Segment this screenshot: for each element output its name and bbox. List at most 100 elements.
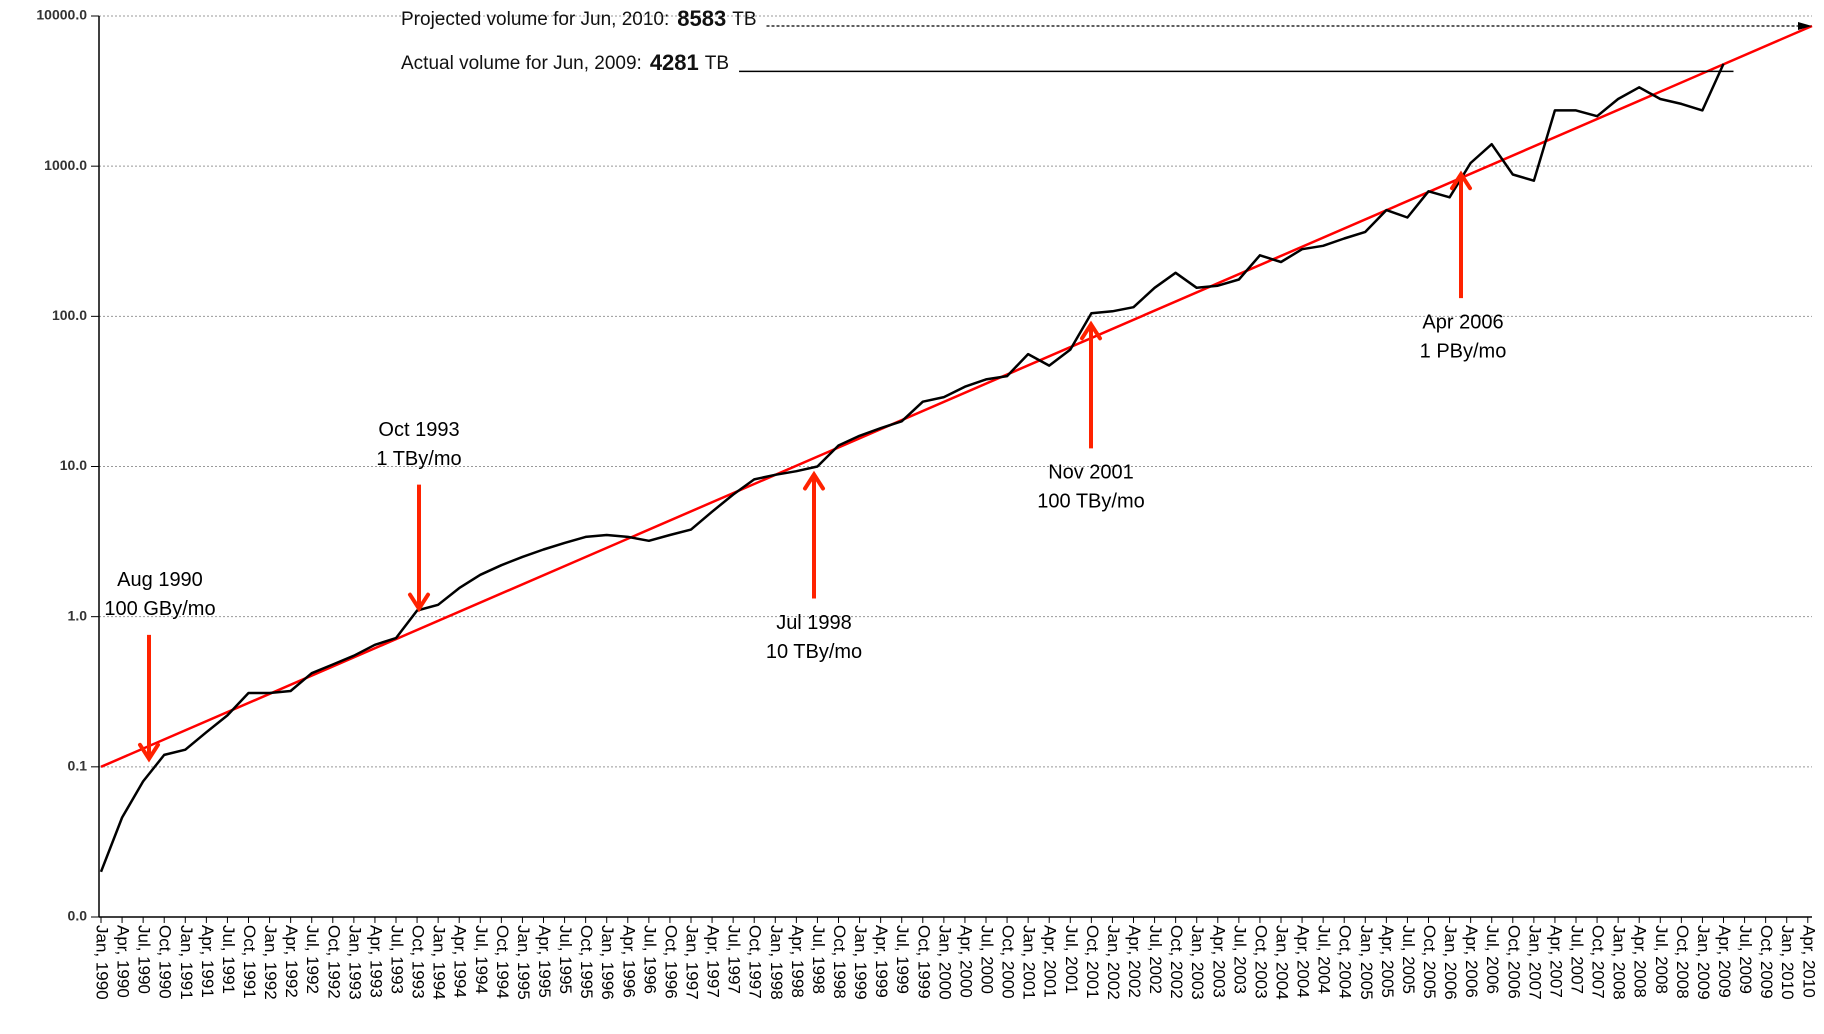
arrow-head bbox=[138, 742, 160, 763]
x-tick-label: Jul, 1994 bbox=[472, 925, 491, 994]
x-tick-label: Jan, 2000 bbox=[935, 925, 954, 1000]
x-tick-label: Apr, 1990 bbox=[114, 925, 133, 998]
x-tick-label: Jan, 2004 bbox=[1273, 925, 1292, 1000]
x-tick-label: Jan, 2010 bbox=[1778, 925, 1797, 1000]
x-tick-label: Apr, 1996 bbox=[619, 925, 638, 998]
x-tick-label: Jan, 2005 bbox=[1357, 925, 1376, 1000]
x-tick-label: Apr, 2000 bbox=[956, 925, 975, 998]
y-tick-label: 10.0 bbox=[60, 457, 87, 473]
x-tick-label: Apr, 1998 bbox=[788, 925, 807, 998]
x-tick-label: Apr, 2004 bbox=[1294, 925, 1313, 998]
x-tick-label: Jul, 2009 bbox=[1736, 925, 1755, 994]
y-tick-label: 100.0 bbox=[52, 307, 87, 323]
x-tick-label: Apr, 1993 bbox=[366, 925, 385, 998]
x-tick-label: Oct, 2009 bbox=[1757, 925, 1776, 999]
x-tick-label: Oct, 2006 bbox=[1504, 925, 1523, 999]
x-tick-label: Oct, 1992 bbox=[324, 925, 343, 999]
x-tick-label: Jan, 1999 bbox=[851, 925, 870, 1000]
x-tick-label: Oct, 1997 bbox=[746, 925, 765, 999]
x-tick-label: Jan, 2007 bbox=[1525, 925, 1544, 1000]
x-tick-label: Oct, 2005 bbox=[1420, 925, 1439, 999]
x-tick-label: Jul, 1997 bbox=[725, 925, 744, 994]
x-tick-label: Apr, 2005 bbox=[1378, 925, 1397, 998]
x-tick-label: Jul, 1992 bbox=[303, 925, 322, 994]
x-tick-label: Oct, 1999 bbox=[914, 925, 933, 999]
x-tick-label: Jul, 1999 bbox=[893, 925, 912, 994]
x-tick-label: Apr, 2010 bbox=[1799, 925, 1818, 998]
x-tick-label: Jan, 2001 bbox=[1020, 925, 1039, 1000]
arrow-label: 1 TBy/mo bbox=[376, 448, 461, 470]
x-tick-label: Jan, 2003 bbox=[1188, 925, 1207, 1000]
x-tick-label: Oct, 1996 bbox=[661, 925, 680, 999]
x-tick-label: Oct, 2000 bbox=[999, 925, 1018, 999]
x-tick-label: Jan, 1990 bbox=[93, 925, 112, 1000]
x-tick-label: Apr, 2006 bbox=[1462, 925, 1481, 998]
x-tick-label: Jan, 1995 bbox=[514, 925, 533, 1000]
arrow-label: Aug 1990 bbox=[117, 569, 203, 591]
x-tick-label: Jul, 2001 bbox=[1062, 925, 1081, 994]
annotation: Actual volume for Jun, 2009: 4281 TB bbox=[401, 50, 729, 75]
arrow-label: Jul 1998 bbox=[776, 612, 852, 634]
annotation-text: Projected volume for Jun, 2010: bbox=[401, 9, 669, 30]
annotation-text: Actual volume for Jun, 2009: bbox=[401, 53, 642, 74]
x-tick-label: Apr, 2001 bbox=[1041, 925, 1060, 998]
arrow-label: 100 TBy/mo bbox=[1037, 491, 1144, 513]
x-tick-label: Apr, 2003 bbox=[1209, 925, 1228, 998]
x-tick-label: Apr, 1999 bbox=[872, 925, 891, 998]
x-tick-label: Jan, 1998 bbox=[767, 925, 786, 1000]
annotation-unit: TB bbox=[705, 53, 729, 74]
x-tick-label: Jan, 2009 bbox=[1694, 925, 1713, 1000]
annotation-value: 4281 bbox=[650, 50, 699, 75]
x-tick-label: Jul, 1990 bbox=[135, 925, 154, 994]
x-tick-label: Oct, 1995 bbox=[577, 925, 596, 999]
annotation: Projected volume for Jun, 2010: 8583 TB bbox=[401, 6, 757, 31]
x-tick-label: Jan, 2008 bbox=[1610, 925, 1629, 1000]
y-tick-label: 1.0 bbox=[68, 607, 88, 623]
x-tick-label: Jul, 1991 bbox=[219, 925, 238, 994]
leader-arrowhead bbox=[1798, 21, 1812, 30]
x-tick-label: Oct, 1993 bbox=[409, 925, 428, 999]
arrow-head bbox=[803, 470, 825, 491]
x-tick-label: Jul, 2008 bbox=[1652, 925, 1671, 994]
x-tick-label: Jan, 1997 bbox=[683, 925, 702, 1000]
annotation-value: 8583 bbox=[677, 6, 726, 31]
arrow-head bbox=[1080, 320, 1102, 341]
x-tick-label: Jan, 1992 bbox=[261, 925, 280, 1000]
x-tick-label: Apr, 2007 bbox=[1546, 925, 1565, 998]
x-tick-label: Jul, 1998 bbox=[809, 925, 828, 994]
arrow-label: 10 TBy/mo bbox=[766, 641, 862, 663]
x-tick-label: Jan, 1991 bbox=[177, 925, 196, 1000]
x-tick-label: Jul, 2002 bbox=[1146, 925, 1165, 994]
x-tick-label: Oct, 2002 bbox=[1167, 925, 1186, 999]
data-line bbox=[99, 63, 1725, 873]
y-tick-label: 0.0 bbox=[68, 908, 88, 924]
x-tick-label: Oct, 2008 bbox=[1673, 925, 1692, 999]
x-tick-label: Oct, 2001 bbox=[1083, 925, 1102, 999]
x-tick-label: Jul, 2005 bbox=[1399, 925, 1418, 994]
x-tick-label: Apr, 1995 bbox=[535, 925, 554, 998]
x-tick-label: Oct, 2004 bbox=[1336, 925, 1355, 999]
arrow-head bbox=[1450, 170, 1472, 191]
x-tick-label: Jul, 1995 bbox=[556, 925, 575, 994]
x-tick-label: Jul, 1993 bbox=[388, 925, 407, 994]
x-tick-label: Oct, 1994 bbox=[493, 925, 512, 999]
x-tick-label: Jul, 2004 bbox=[1315, 925, 1334, 994]
x-tick-label: Apr, 1992 bbox=[282, 925, 301, 998]
x-tick-label: Oct, 2007 bbox=[1589, 925, 1608, 999]
x-tick-label: Jul, 1996 bbox=[640, 925, 659, 994]
x-tick-label: Apr, 1997 bbox=[704, 925, 723, 998]
x-tick-label: Oct, 1998 bbox=[830, 925, 849, 999]
trend-line bbox=[100, 24, 1813, 768]
x-tick-label: Apr, 2008 bbox=[1631, 925, 1650, 998]
x-tick-label: Oct, 2003 bbox=[1251, 925, 1270, 999]
arrow-head bbox=[408, 592, 430, 613]
x-tick-label: Jul, 2006 bbox=[1483, 925, 1502, 994]
x-tick-label: Apr, 1991 bbox=[198, 925, 217, 998]
arrow-label: Nov 2001 bbox=[1048, 462, 1134, 484]
x-tick-label: Oct, 1991 bbox=[240, 925, 259, 999]
x-tick-label: Jul, 2007 bbox=[1568, 925, 1587, 994]
y-tick-label: 10000.0 bbox=[36, 7, 87, 23]
y-tick-label: 1000.0 bbox=[44, 157, 87, 173]
